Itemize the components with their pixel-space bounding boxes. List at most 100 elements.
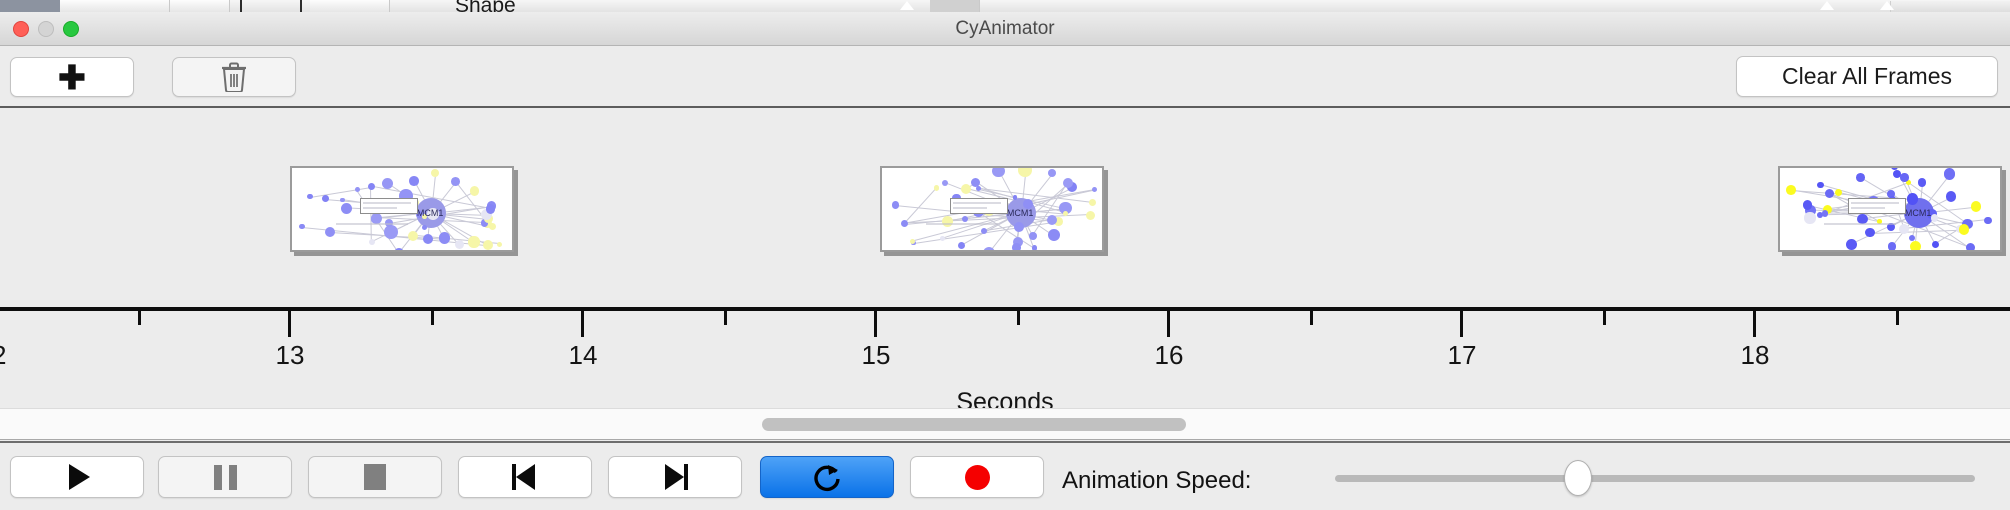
graph-node [1012,236,1023,247]
graph-node [1890,168,1898,171]
graph-node [427,208,439,220]
graph-annotation-text [953,202,1001,204]
graph-node [369,238,376,245]
loop-icon [814,465,840,492]
timeline-frame-thumbnail[interactable]: MCM1 [1778,166,2002,252]
graph-node [1059,201,1072,215]
background-window-strip: Shape [0,0,2010,12]
graph-caption-text [926,223,998,225]
play-button[interactable] [10,456,144,498]
background-tick [300,0,302,12]
add-frame-button[interactable]: ✚ [10,57,134,97]
playback-controls: Animation Speed: [0,441,2010,510]
graph-node [371,212,383,224]
graph-node [1865,227,1875,238]
graph-node [1012,243,1021,250]
graph-node [354,187,360,193]
record-icon [964,464,990,490]
graph-node [1892,170,1901,179]
title-bar: CyAnimator [0,12,2010,46]
clear-all-frames-button[interactable]: Clear All Frames [1736,56,1998,97]
graph-node [962,215,969,222]
graph-node [341,202,353,214]
close-button[interactable] [13,21,29,37]
graph-annotation-box [360,198,418,214]
loop-button[interactable] [760,456,894,498]
graph-edge [310,186,372,198]
graph-node [1804,204,1816,216]
graph-node [384,225,399,240]
clear-all-frames-label: Clear All Frames [1782,63,1952,89]
graph-node [1943,168,1956,180]
graph-node [1909,240,1922,250]
background-scrollbar [1890,1,2010,12]
graph-node [961,184,972,195]
graph-node [891,201,900,209]
axis-tick-major [581,311,584,337]
graph-node [430,168,440,178]
graph-node [982,246,996,250]
trash-icon [222,62,246,92]
graph-node [1984,216,1992,225]
graph-node [1821,209,1829,217]
axis-tick-major [288,311,291,337]
prev-frame-button[interactable] [458,456,592,498]
record-button[interactable] [910,456,1044,498]
graph-node [1887,242,1897,250]
axis-tick-label: 13 [275,340,305,370]
graph-node [1899,224,1910,235]
graph-node [409,176,419,186]
background-chevron-icon [1880,1,1894,10]
graph-node [1802,200,1813,211]
graph-node [1031,245,1037,250]
skip-back-icon [512,464,538,490]
graph-node [421,214,427,219]
graph-node [1932,240,1940,248]
graph-node [1786,185,1796,196]
timeline-frame-thumbnail[interactable]: MCM1 [290,166,514,252]
window-traffic-lights [13,21,79,37]
graph-node [481,219,489,227]
graph-node [423,234,434,245]
graph-node [307,193,313,200]
graph-annotation-text [1851,202,1899,204]
next-frame-button[interactable] [608,456,742,498]
graph-node [1053,216,1063,226]
stop-button[interactable] [308,456,442,498]
toolbar: ✚ Clear All Frames [0,46,2010,108]
timeline-axis-title: Seconds [956,388,1054,408]
graph-node [1088,198,1097,207]
graph-node [941,179,949,187]
minimize-button[interactable] [38,21,54,37]
graph-annotation-box [1848,198,1906,214]
timeline-scrollbar[interactable] [0,408,2010,440]
plus-icon: ✚ [58,58,86,96]
axis-tick-minor [724,311,727,325]
graph-node [1887,190,1895,198]
animation-speed-label: Animation Speed: [1062,467,1252,494]
graph-node [1906,180,1912,185]
graph-node [992,168,1005,177]
delete-frame-button[interactable] [172,57,296,97]
timeline-frame-thumbnail[interactable]: MCM1 [880,166,1104,252]
graph-node [321,195,329,203]
graph-node [1023,199,1034,210]
timeline-panel[interactable]: MCM1 MCM1 MCM1 12 13 14 15 16 17 18 Seconds [0,108,2010,408]
graph-node [1822,204,1832,215]
timeline-axis-line [0,307,2010,311]
animation-speed-slider[interactable] [1335,460,1975,496]
graph-node [340,197,345,203]
axis-tick-label: 14 [568,340,598,370]
network-graph-thumbnail: MCM1 [1780,168,2000,250]
graph-node [1834,188,1842,196]
background-chevron-icon [1820,1,1834,10]
background-cell [60,0,170,12]
maximize-button[interactable] [63,21,79,37]
background-cell [930,0,980,12]
graph-node [394,247,405,250]
slider-thumb[interactable] [1564,460,1593,496]
pause-button[interactable] [158,456,292,498]
timeline-scrollbar-thumb[interactable] [762,418,1186,431]
stop-icon [364,464,386,490]
